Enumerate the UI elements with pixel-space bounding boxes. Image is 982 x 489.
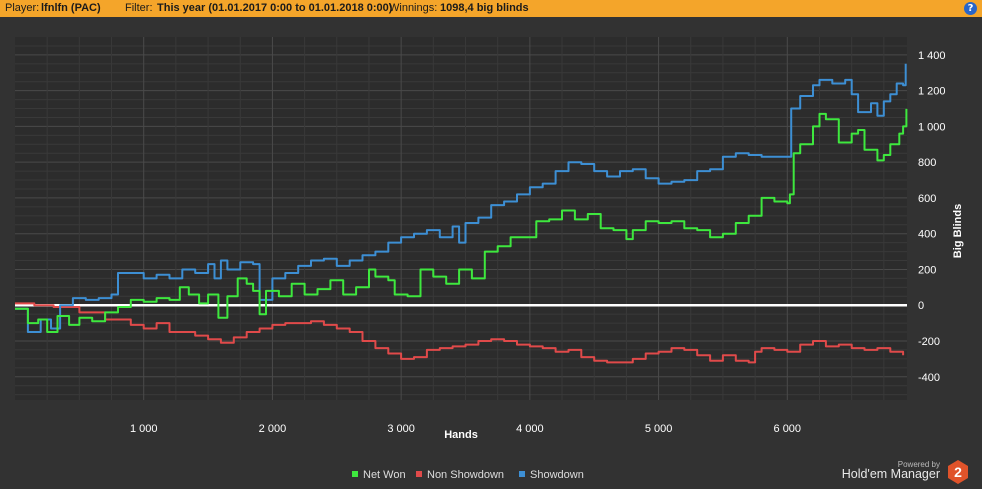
y-tick-label: 1 000: [918, 121, 946, 133]
hem2-logo-icon: 2: [948, 460, 968, 484]
legend-label: Net Won: [363, 469, 406, 481]
x-tick-label: 5 000: [645, 423, 673, 435]
legend-item-showdown[interactable]: Showdown: [519, 469, 584, 481]
brand-name: Hold'em Manager: [841, 467, 940, 481]
y-axis-label: Big Blinds: [952, 204, 964, 258]
player-label: Player:: [5, 2, 40, 14]
winnings-value: 1098,4 big blinds: [440, 2, 529, 14]
series-lines: [15, 63, 908, 364]
x-tick-label: 3 000: [387, 423, 415, 435]
y-tick-label: -200: [918, 336, 940, 348]
filter-label: Filter:: [125, 2, 153, 14]
x-tick-label: 6 000: [774, 423, 802, 435]
y-tick-label: 1 400: [918, 50, 946, 62]
series-non-showdown: [15, 302, 905, 364]
y-tick-label: 1 200: [918, 86, 946, 98]
filter-info-bar: Player: lfnlfn (PAC) Filter: This year (…: [0, 0, 982, 17]
winnings-chart: 1 400 1 200 1 000 800 600 400 200 0 -200 -400 1 0…: [15, 37, 964, 441]
x-tick-label: 4 000: [516, 423, 544, 435]
legend-label: Showdown: [530, 469, 584, 481]
filter-value: This year (01.01.2017 0:00 to 01.01.2018…: [157, 2, 393, 14]
plot-area: [15, 37, 907, 400]
y-tick-label: 0: [918, 300, 924, 312]
y-tick-label: 400: [918, 229, 936, 241]
chart-legend: Net Won Non Showdown Showdown: [0, 469, 982, 483]
x-axis-label: Hands: [444, 429, 478, 441]
winnings-label: Winnings:: [389, 2, 438, 14]
y-tick-label: -400: [918, 372, 940, 384]
legend-item-non-showdown[interactable]: Non Showdown: [416, 469, 504, 481]
help-icon[interactable]: ?: [964, 2, 977, 15]
powered-by-text: Powered by: [897, 460, 940, 469]
x-tick-label: 1 000: [130, 423, 158, 435]
player-value: lfnlfn (PAC): [41, 2, 101, 14]
legend-item-net-won[interactable]: Net Won: [352, 469, 406, 481]
x-tick-label: 2 000: [259, 423, 287, 435]
x-axis-ticks: 1 000 2 000 3 000 4 000 5 000 6 000: [130, 423, 801, 435]
y-tick-label: 800: [918, 157, 936, 169]
series-net-won: [15, 108, 908, 333]
legend-label: Non Showdown: [427, 469, 505, 481]
logo-digit: 2: [954, 464, 962, 480]
y-tick-label: 600: [918, 193, 936, 205]
legend-swatch-net-won: [352, 471, 358, 478]
series-showdown: [15, 63, 907, 333]
y-tick-label: 200: [918, 264, 936, 276]
legend-swatch-showdown: [519, 471, 525, 478]
legend-swatch-non-showdown: [416, 471, 422, 478]
y-axis-ticks: 1 400 1 200 1 000 800 600 400 200 0 -200 -400: [918, 50, 946, 384]
